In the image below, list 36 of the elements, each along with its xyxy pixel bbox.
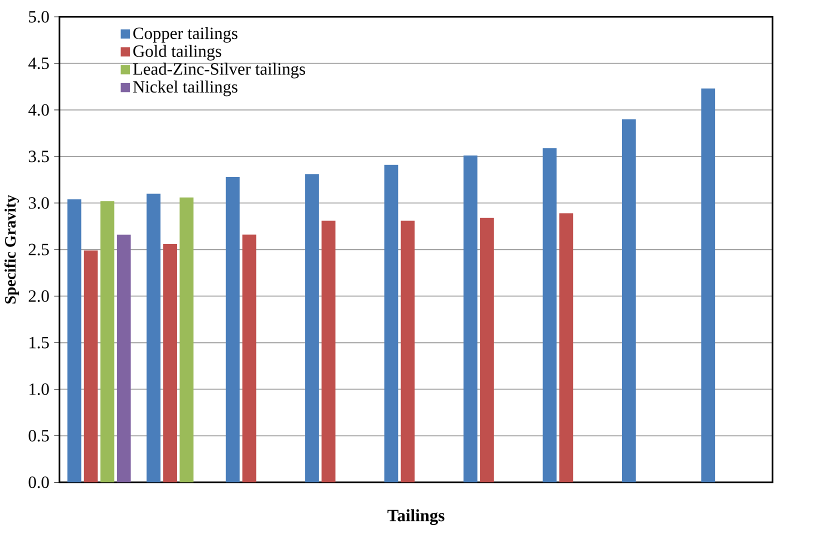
- y-tick-label: 2.0: [28, 290, 49, 302]
- y-tick-label: 4.0: [28, 104, 49, 116]
- bar: [480, 218, 494, 482]
- bar: [180, 198, 194, 482]
- bar: [146, 194, 160, 482]
- legend-label: Nickel taillings: [133, 80, 238, 96]
- y-tick-label: 5.0: [29, 11, 49, 23]
- bar: [100, 201, 114, 482]
- y-tick-label: 3.5: [28, 150, 49, 162]
- bar: [384, 164, 398, 482]
- legend-label: Gold tailings: [133, 44, 222, 61]
- bar: [622, 119, 636, 482]
- y-tick-label: 1.5: [30, 336, 49, 349]
- x-axis-title: Tailings: [387, 509, 444, 526]
- bar: [701, 88, 716, 482]
- bar: [163, 244, 177, 482]
- bar: [559, 213, 574, 482]
- bar: [116, 234, 131, 482]
- bar: [322, 220, 336, 482]
- y-tick-label: 0.0: [28, 476, 49, 488]
- y-axis-title: Specific Gravity: [4, 195, 19, 304]
- bar: [542, 148, 557, 482]
- legend-label: Lead-Zinc-Silver tailings: [133, 62, 306, 78]
- bar: [305, 174, 319, 482]
- bar: [242, 234, 256, 482]
- bar: [400, 220, 415, 482]
- y-tick-label: 3.0: [28, 197, 49, 209]
- bar: [226, 177, 240, 482]
- bar: [84, 250, 98, 482]
- y-tick-label: 0.5: [28, 430, 49, 442]
- bar: [67, 199, 82, 482]
- y-tick-label: 1.0: [30, 383, 49, 396]
- y-tick-label: 4.5: [28, 58, 49, 70]
- y-tick-label: 2.5: [28, 244, 49, 256]
- bar: [464, 156, 478, 482]
- legend-label: Copper tailings: [133, 27, 238, 43]
